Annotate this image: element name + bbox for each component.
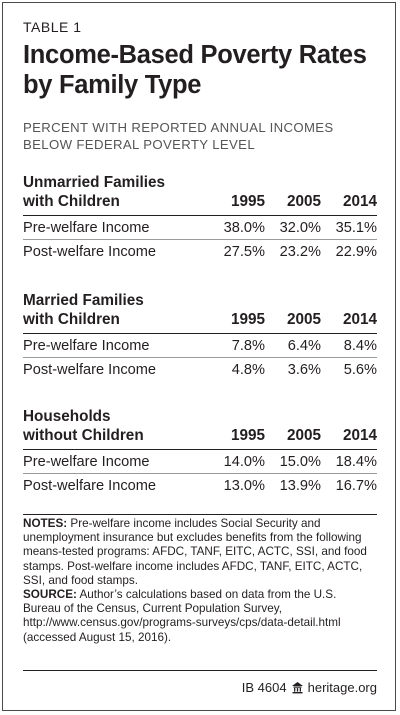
notes-text: Pre-welfare income includes Social Secur… <box>23 517 367 587</box>
year-header: 2014 <box>342 427 377 444</box>
table-row: Post-welfare Income 27.5% 23.2% 22.9% <box>23 240 377 263</box>
year-header: 1995 <box>230 311 265 328</box>
notes-paragraph: NOTES: Pre-welfare income includes Socia… <box>23 517 377 588</box>
source-paragraph: SOURCE: Author’s calculations based on d… <box>23 588 377 645</box>
section-title: Married Families with Children <box>23 291 209 329</box>
notes-divider <box>23 514 377 515</box>
cell-value: 18.4% <box>335 453 377 470</box>
cell-value: 27.5% <box>223 243 265 260</box>
cell-value: 13.9% <box>279 477 321 494</box>
table-row: Pre-welfare Income 7.8% 6.4% 8.4% <box>23 334 377 358</box>
section-header: Married Families with Children 1995 2005… <box>23 291 377 334</box>
section-unmarried-families: Unmarried Families with Children 1995 20… <box>23 173 377 263</box>
section-households-without-children: Households without Children 1995 2005 20… <box>23 407 377 497</box>
cell-value: 38.0% <box>223 219 265 236</box>
ib-number: IB 4604 <box>241 680 287 695</box>
site-name[interactable]: heritage.org <box>307 680 377 695</box>
title-line-2: by Family Type <box>23 71 202 99</box>
footer-divider <box>23 670 377 671</box>
cell-value: 16.7% <box>335 477 377 494</box>
table-row: Post-welfare Income 4.8% 3.6% 5.6% <box>23 358 377 381</box>
heritage-bell-icon <box>291 681 304 694</box>
year-header: 2005 <box>286 311 321 328</box>
section-title-line-1: Unmarried Families <box>23 174 165 191</box>
row-label: Pre-welfare Income <box>23 337 150 354</box>
cell-value: 3.6% <box>287 361 321 378</box>
table-title: Income-Based Poverty Rates by Family Typ… <box>23 40 377 100</box>
row-label: Post-welfare Income <box>23 477 157 494</box>
source-label: SOURCE: <box>23 588 77 602</box>
title-line-1: Income-Based Poverty Rates <box>23 41 367 69</box>
footer: IB 4604 heritage.org <box>242 680 377 695</box>
source-text: Author’s calculations based on data from… <box>23 588 341 644</box>
year-header: 1995 <box>230 427 265 444</box>
table-header: TABLE 1 Income-Based Poverty Rates by Fa… <box>3 3 395 153</box>
table-card: TABLE 1 Income-Based Poverty Rates by Fa… <box>2 2 396 711</box>
section-title: Households without Children <box>23 407 209 445</box>
table-row: Pre-welfare Income 14.0% 15.0% 18.4% <box>23 450 377 474</box>
section-header: Unmarried Families with Children 1995 20… <box>23 173 377 216</box>
section-title-line-1: Households <box>23 408 111 425</box>
section-title-line-2: with Children <box>23 311 120 328</box>
cell-value: 22.9% <box>335 243 377 260</box>
row-label: Pre-welfare Income <box>23 453 150 470</box>
cell-value: 14.0% <box>223 453 265 470</box>
cell-value: 35.1% <box>335 219 377 236</box>
cell-value: 4.8% <box>231 361 265 378</box>
cell-value: 13.0% <box>223 477 265 494</box>
section-title: Unmarried Families with Children <box>23 173 209 211</box>
cell-value: 7.8% <box>231 337 265 354</box>
notes-block: NOTES: Pre-welfare income includes Socia… <box>23 517 377 645</box>
notes-label: NOTES: <box>23 517 68 530</box>
year-header: 2005 <box>286 427 321 444</box>
table-row: Post-welfare Income 13.0% 13.9% 16.7% <box>23 474 377 497</box>
year-header: 1995 <box>230 193 265 210</box>
section-married-families: Married Families with Children 1995 2005… <box>23 291 377 381</box>
section-header: Households without Children 1995 2005 20… <box>23 407 377 450</box>
table-subtitle: PERCENT WITH REPORTED ANNUAL INCOMES BEL… <box>23 119 377 153</box>
year-header: 2005 <box>286 193 321 210</box>
subtitle-line-1: PERCENT WITH REPORTED ANNUAL INCOMES <box>23 120 334 135</box>
cell-value: 6.4% <box>287 337 321 354</box>
cell-value: 5.6% <box>343 361 377 378</box>
cell-value: 23.2% <box>279 243 321 260</box>
cell-value: 15.0% <box>279 453 321 470</box>
row-label: Post-welfare Income <box>23 361 157 378</box>
table-label: TABLE 1 <box>23 19 82 35</box>
cell-value: 32.0% <box>279 219 321 236</box>
year-header: 2014 <box>342 193 377 210</box>
row-label: Post-welfare Income <box>23 243 157 260</box>
cell-value: 8.4% <box>343 337 377 354</box>
row-label: Pre-welfare Income <box>23 219 150 236</box>
subtitle-line-2: BELOW FEDERAL POVERTY LEVEL <box>23 137 256 152</box>
table-row: Pre-welfare Income 38.0% 32.0% 35.1% <box>23 216 377 240</box>
section-title-line-1: Married Families <box>23 292 144 309</box>
year-header: 2014 <box>342 311 377 328</box>
section-title-line-2: without Children <box>23 427 144 444</box>
section-title-line-2: with Children <box>23 193 120 210</box>
